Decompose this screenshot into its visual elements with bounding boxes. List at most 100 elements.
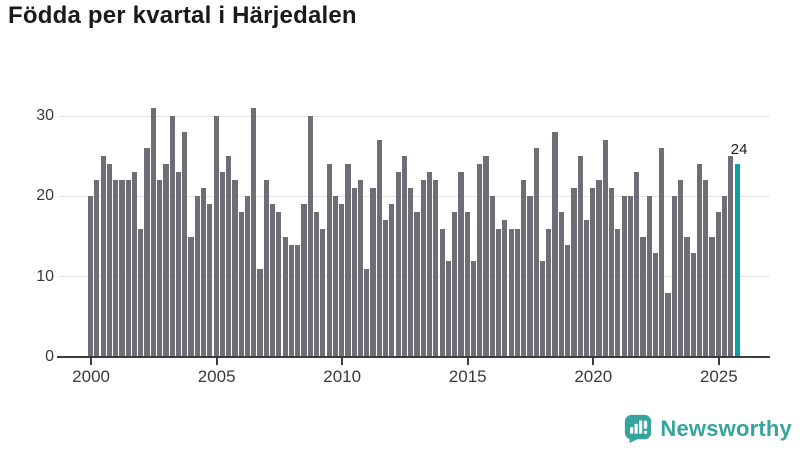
bar-2018Q3 [552,132,558,357]
bar-2019Q4 [583,220,590,357]
bar-2021Q3 [627,196,633,357]
bar-2006Q4 [257,268,263,357]
bar-2005Q4 [232,180,238,357]
bar-2006Q2 [244,196,251,357]
bar-2011Q4 [383,220,389,357]
bar-2017Q2 [521,180,527,357]
bar-2010Q4 [357,180,364,357]
bar-2013Q2 [420,180,426,357]
bar-2020Q3 [602,140,608,357]
bar-2000Q2 [94,180,100,357]
chart-title: Födda per kvartal i Härjedalen [8,2,357,29]
bar-2012Q1 [389,204,395,357]
bar-2015Q3 [477,164,483,357]
bar-2008Q3 [301,204,307,357]
bar-2002Q3 [150,108,156,357]
bar-2009Q3 [326,164,332,357]
highlight-value-label: 24 [730,141,748,159]
bar-2010Q3 [351,188,357,357]
y-axis-label: 20 [36,187,54,205]
bar-2006Q1 [238,212,244,357]
bar-2014Q4 [458,172,464,357]
bar-2013Q3 [426,172,433,357]
x-axis-tick-2025 [717,358,720,365]
bar-2013Q1 [414,212,420,357]
bar-highlight-2025Q4 [734,164,740,357]
x-axis-label-2025: 2025 [699,367,738,386]
bar-2000Q1 [88,196,94,357]
bar-2003Q4 [182,132,188,357]
bar-2012Q4 [408,188,414,357]
bar-2002Q2 [144,148,150,357]
bar-2017Q4 [533,148,539,357]
bar-2008Q2 [295,244,301,357]
bar-2023Q4 [684,236,690,357]
bar-2016Q4 [508,228,514,357]
bar-2009Q4 [332,196,338,357]
bar-2005Q2 [219,172,225,357]
bar-2010Q2 [345,164,351,357]
x-axis-tick-2020 [592,358,595,365]
bar-2003Q2 [169,116,175,357]
bar-2004Q2 [194,196,200,357]
bar-2005Q1 [213,116,219,357]
bar-2017Q3 [527,196,533,357]
bar-2021Q2 [621,196,627,357]
bar-2016Q1 [489,196,495,357]
bar-2021Q1 [615,228,621,357]
newsworthy-bubble-chart-icon [625,414,652,444]
bar-2024Q3 [703,180,709,357]
x-axis-tick-2010 [341,358,344,365]
newsworthy-logo[interactable]: Newsworthy [623,413,792,444]
bar-2007Q3 [276,212,282,357]
x-axis-label-2005: 2005 [197,367,236,386]
bar-2020Q2 [596,180,602,357]
x-axis-label-2010: 2010 [323,367,362,386]
bar-2000Q3 [100,156,106,357]
bar-2024Q1 [690,252,696,357]
bar-2016Q3 [502,220,508,357]
bar-2002Q4 [157,180,163,357]
bar-2019Q1 [565,244,571,357]
bar-2024Q2 [696,164,703,357]
bar-2015Q2 [470,260,477,357]
bar-2018Q1 [539,260,546,357]
bar-2022Q3 [652,252,659,357]
x-axis-label-2020: 2020 [574,367,613,386]
bar-2003Q3 [175,172,182,357]
bar-2023Q3 [678,180,684,357]
bar-2007Q4 [282,236,288,357]
bar-2014Q1 [439,228,445,357]
bar-2023Q2 [671,196,677,357]
x-axis-label-2015: 2015 [448,367,487,386]
y-axis-label: 0 [45,348,54,365]
bar-2009Q2 [320,228,326,357]
bar-2016Q2 [496,228,502,357]
bar-2007Q2 [270,204,276,357]
bar-2018Q2 [546,228,552,357]
bar-2001Q1 [113,180,119,357]
bar-2014Q2 [445,260,451,357]
bar-2020Q1 [590,188,596,357]
bar-2022Q4 [659,148,665,357]
bar-2008Q4 [307,116,313,357]
bar-2019Q3 [577,156,583,357]
bar-2018Q4 [558,212,564,357]
bar-2011Q2 [370,188,376,357]
bar-2007Q1 [263,180,269,357]
bar-2001Q3 [125,180,131,357]
bar-2013Q4 [433,180,439,357]
x-axis-tick-2000 [90,358,93,365]
bar-2020Q4 [608,188,615,357]
bar-2010Q1 [339,204,345,357]
bar-2017Q1 [514,228,521,357]
bar-2015Q4 [483,156,489,357]
bar-2004Q1 [188,236,194,357]
gridline-y30 [60,115,770,117]
x-axis-tick-2015 [466,358,469,365]
bar-2025Q2 [721,196,728,357]
bar-2005Q3 [226,156,232,357]
bar-2009Q1 [313,212,320,357]
bar-2002Q1 [138,228,144,357]
